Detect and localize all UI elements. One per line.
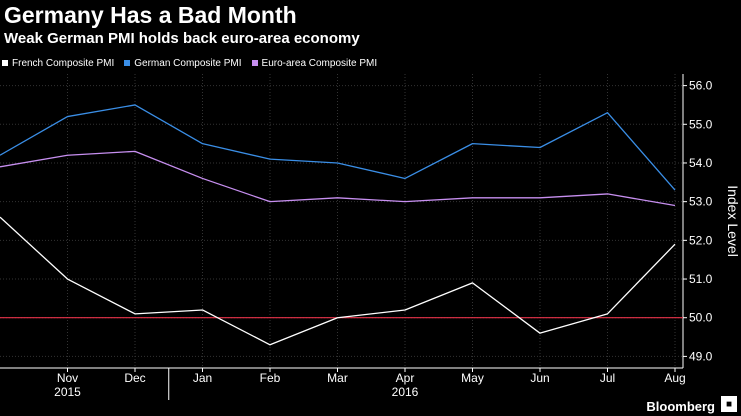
x-tick-label: Apr — [396, 371, 415, 385]
legend-label-euro: Euro-area Composite PMI — [261, 57, 378, 69]
legend-swatch-euro — [251, 60, 258, 66]
x-year-label: 2015 — [54, 385, 81, 399]
y-tick-label: 56.0 — [689, 79, 713, 93]
y-tick-label: 50.0 — [689, 311, 713, 325]
bloomberg-logo-icon: ■ — [721, 396, 737, 412]
legend-item-german: German Composite PMI — [124, 57, 242, 69]
y-tick-label: 55.0 — [689, 117, 713, 131]
x-tick-label: Jun — [530, 371, 549, 385]
chart-title: Germany Has a Bad Month — [4, 2, 297, 28]
x-tick-label: Jul — [600, 371, 615, 385]
x-year-label: 2016 — [392, 385, 419, 399]
x-tick-label: Dec — [124, 371, 145, 385]
chart-subtitle: Weak German PMI holds back euro-area eco… — [4, 30, 360, 47]
x-tick-label: Jan — [193, 371, 212, 385]
legend-label-german: German Composite PMI — [134, 57, 242, 69]
legend-item-french: French Composite PMI — [2, 58, 114, 69]
series-line-french — [0, 216, 676, 346]
legend-label-french: French Composite PMI — [12, 57, 115, 69]
series-line-german — [0, 104, 676, 191]
y-tick-label: 51.0 — [689, 272, 713, 286]
x-tick-label: Feb — [260, 371, 281, 385]
legend-swatch-french — [2, 60, 8, 66]
y-tick-label: 54.0 — [689, 156, 713, 170]
x-tick-label: Mar — [327, 371, 348, 385]
y-tick-label: 52.0 — [689, 233, 713, 247]
x-tick-label: Nov — [57, 371, 78, 385]
bloomberg-logo: Bloomberg — [646, 399, 715, 414]
legend-item-euro: Euro-area Composite PMI — [251, 57, 378, 69]
y-tick-label: 53.0 — [689, 195, 713, 209]
chart-legend: French Composite PMI German Composite PM… — [2, 56, 387, 70]
legend-swatch-german — [124, 60, 131, 66]
series-line-euro — [0, 150, 676, 207]
x-tick-label: Aug — [664, 371, 685, 385]
y-tick-label: 49.0 — [689, 349, 713, 363]
y-axis-title: Index Level — [725, 185, 741, 257]
x-tick-label: May — [461, 371, 484, 385]
